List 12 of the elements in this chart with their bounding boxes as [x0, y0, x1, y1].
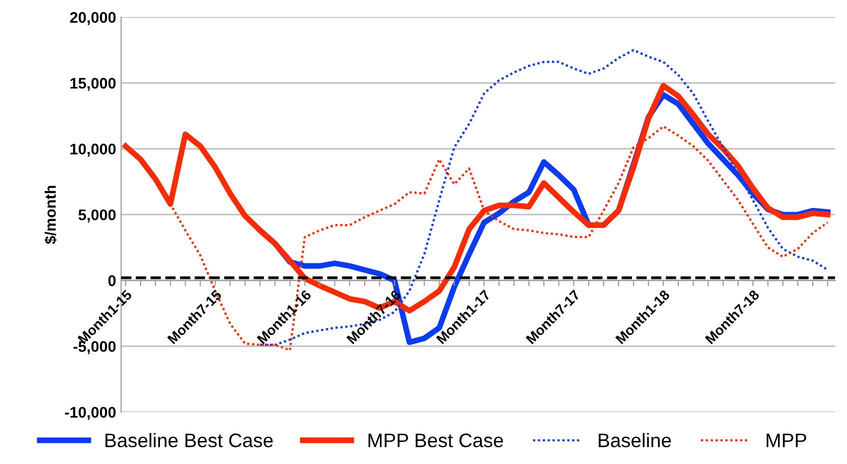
- y-tick-label: 10,000: [70, 144, 116, 157]
- y-tick-label: 0: [108, 275, 116, 286]
- y-tick-label: 15,000: [70, 78, 116, 91]
- legend-label: MPP: [766, 434, 806, 448]
- legend-label: Baseline: [598, 433, 671, 448]
- legend-label: Baseline Best Case: [106, 433, 273, 448]
- y-tick-label: 5,000: [78, 209, 116, 222]
- line-series: [258, 48, 829, 346]
- legend-label: MPP Best Case: [368, 434, 503, 448]
- y-axis-title: $/month: [44, 186, 57, 244]
- y-tick-label: -10,000: [65, 406, 116, 420]
- y-tick-label: 20,000: [70, 12, 116, 26]
